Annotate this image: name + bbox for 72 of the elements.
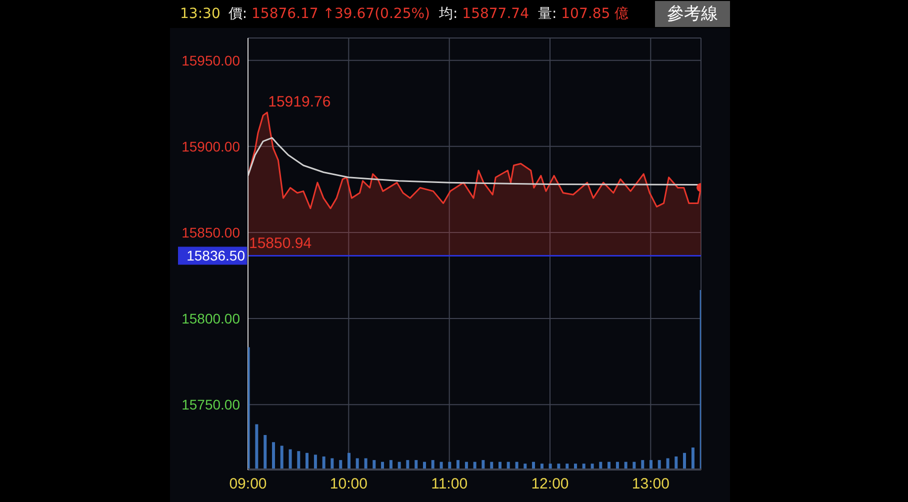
bar [255, 424, 258, 469]
text: 均: 15877.74 [439, 6, 529, 22]
bar [347, 452, 350, 469]
bar [632, 462, 636, 469]
bar [482, 460, 485, 469]
x-tick-label: 12:00 [531, 476, 569, 493]
bar [599, 462, 602, 469]
bar [582, 464, 586, 469]
bar [431, 460, 434, 469]
bar [339, 460, 342, 469]
bar [306, 452, 309, 469]
ref-line-label: 15836.50 [186, 248, 246, 264]
bar [683, 452, 686, 469]
bar [658, 460, 661, 469]
bar [674, 456, 678, 469]
x-tick-label: 11:00 [431, 476, 468, 493]
text: 量: 107.85 億 [538, 6, 629, 22]
bar [330, 458, 334, 469]
bar [557, 464, 560, 469]
bar [548, 464, 552, 469]
bar [280, 446, 284, 469]
bar [540, 464, 544, 469]
bar [490, 462, 494, 469]
bar [448, 462, 452, 469]
bar [248, 347, 250, 469]
bar [616, 462, 619, 469]
text: 價: 15876.17 ↑39.67(0.25%) [228, 6, 430, 22]
bar [288, 449, 292, 469]
y-tick-label: 15800.00 [182, 310, 240, 327]
y-tick-label: 15900.00 [182, 138, 240, 154]
y-tick-label: 15750.00 [182, 396, 240, 413]
bar [406, 460, 410, 469]
bar [473, 462, 476, 469]
bar [464, 462, 468, 469]
reference-toggle-button: 參考線 [655, 1, 730, 27]
bar [515, 462, 518, 469]
bar [398, 462, 401, 469]
bar [624, 462, 628, 469]
chart-title: 13:30 [180, 6, 220, 22]
bar [264, 434, 267, 469]
bar [322, 456, 326, 469]
y-tick-label: 15950.00 [182, 52, 240, 68]
annotation: 15850.94 [249, 234, 312, 252]
bar [691, 448, 694, 469]
bar [364, 458, 368, 469]
bar [532, 462, 536, 469]
bar [356, 458, 359, 469]
x-tick-label: 10:00 [330, 476, 368, 493]
bar [641, 460, 644, 469]
annotation: 15919.76 [268, 93, 331, 110]
bar [297, 451, 300, 469]
bar [666, 458, 670, 469]
bar [372, 460, 376, 469]
bar [524, 464, 527, 469]
bar [506, 462, 510, 469]
bar [590, 464, 594, 469]
bar [649, 460, 652, 469]
bar [381, 462, 384, 469]
bar [422, 462, 426, 469]
y-tick-label: 15850.00 [182, 224, 240, 240]
bar [440, 462, 443, 469]
x-tick-label: 09:00 [229, 476, 267, 493]
bar [314, 454, 317, 469]
bar [414, 460, 418, 469]
bar [498, 462, 502, 469]
bar [389, 460, 392, 469]
bar [456, 460, 460, 469]
bar [566, 464, 569, 469]
bar [608, 462, 611, 469]
bar [574, 464, 577, 469]
bar [272, 442, 275, 469]
x-tick-label: 13:00 [632, 476, 670, 493]
